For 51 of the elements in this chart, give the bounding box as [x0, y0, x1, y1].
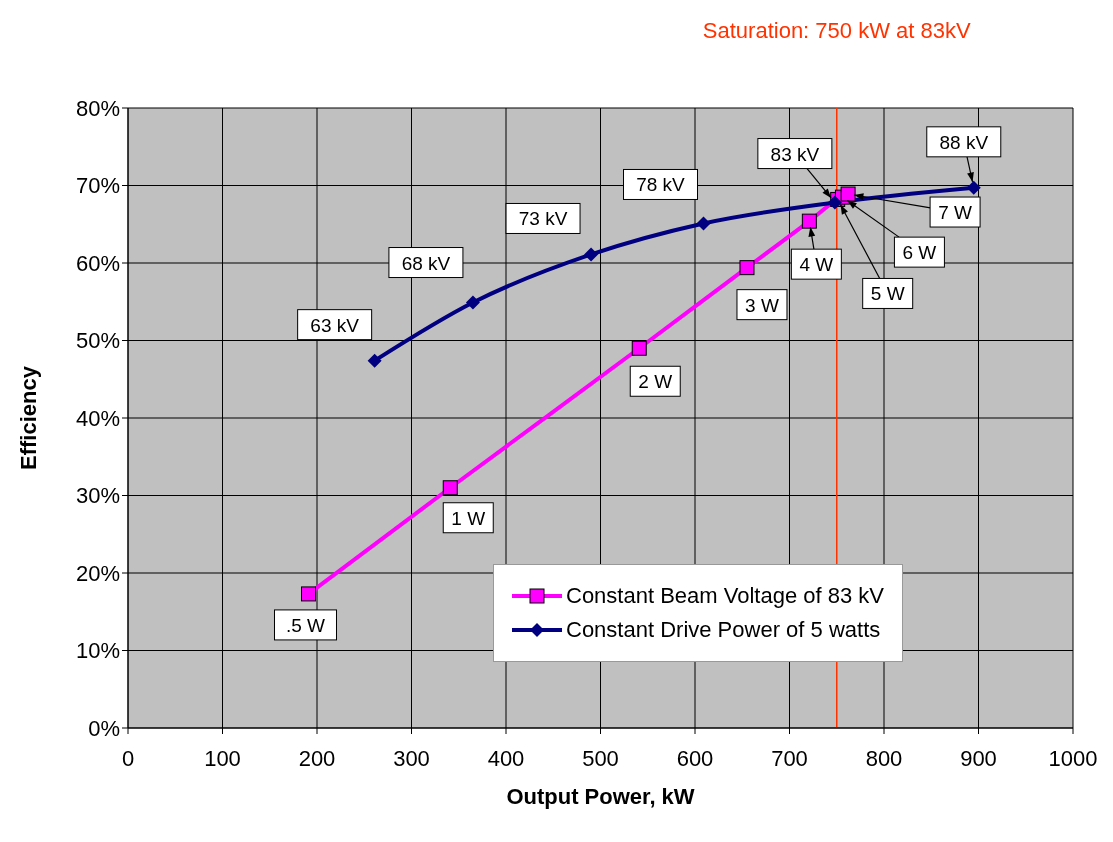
legend-label: Constant Beam Voltage of 83 kV — [566, 583, 884, 609]
ref-line-label: Saturation: 750 kW at 83kV — [702, 18, 971, 43]
point — [827, 195, 842, 210]
point — [696, 216, 711, 231]
x-tick-label: 0 — [121, 745, 135, 771]
annotation: 4 W — [799, 254, 834, 276]
x-tick-label: 700 — [771, 745, 808, 771]
y-tick-label: 60% — [75, 250, 120, 276]
annotation: 6 W — [902, 242, 937, 264]
annotation: 83 kV — [770, 143, 820, 165]
x-tick-label: 100 — [204, 745, 241, 771]
x-tick-label: 900 — [960, 745, 997, 771]
y-tick-label: 70% — [75, 173, 120, 199]
x-tick-label: 800 — [865, 745, 903, 771]
y-tick-label: 50% — [75, 328, 120, 354]
point — [966, 180, 981, 195]
y-tick-label: 30% — [75, 483, 120, 509]
point — [301, 586, 316, 602]
point — [442, 480, 458, 496]
y-tick-label: 20% — [75, 560, 120, 586]
x-tick-label: 400 — [487, 745, 525, 771]
annotation: 5 W — [870, 283, 905, 305]
x-tick-label: 200 — [298, 745, 336, 771]
annotation: 63 kV — [310, 314, 360, 336]
x-tick-label: 500 — [582, 745, 619, 771]
y-tick-label: 0% — [88, 715, 120, 741]
annotation: 2 W — [638, 371, 673, 393]
x-axis-title: Output Power, kW — [506, 784, 695, 809]
annotation: 78 kV — [636, 174, 686, 196]
annotation: 68 kV — [401, 252, 451, 274]
annotation: 1 W — [451, 507, 486, 529]
point — [631, 340, 647, 356]
point — [465, 295, 480, 310]
y-axis-title: Efficiency — [15, 365, 41, 470]
point — [367, 353, 382, 368]
y-tick-label: 10% — [75, 638, 120, 664]
x-tick-label: 600 — [676, 745, 714, 771]
y-tick-label: 40% — [75, 405, 120, 431]
annotation: 73 kV — [518, 208, 568, 230]
point — [584, 247, 599, 262]
point — [739, 260, 755, 276]
x-tick-label: 300 — [393, 745, 430, 771]
x-tick-label: 1000 — [1048, 745, 1098, 771]
point — [801, 213, 817, 229]
annotation: .5 W — [285, 614, 326, 636]
point — [840, 186, 856, 202]
annotation: 3 W — [745, 294, 779, 316]
annotation: 88 kV — [939, 131, 989, 153]
y-tick-label: 80% — [75, 95, 120, 121]
annotation: 7 W — [938, 202, 973, 224]
legend-label: Constant Drive Power of 5 watts — [566, 617, 881, 643]
